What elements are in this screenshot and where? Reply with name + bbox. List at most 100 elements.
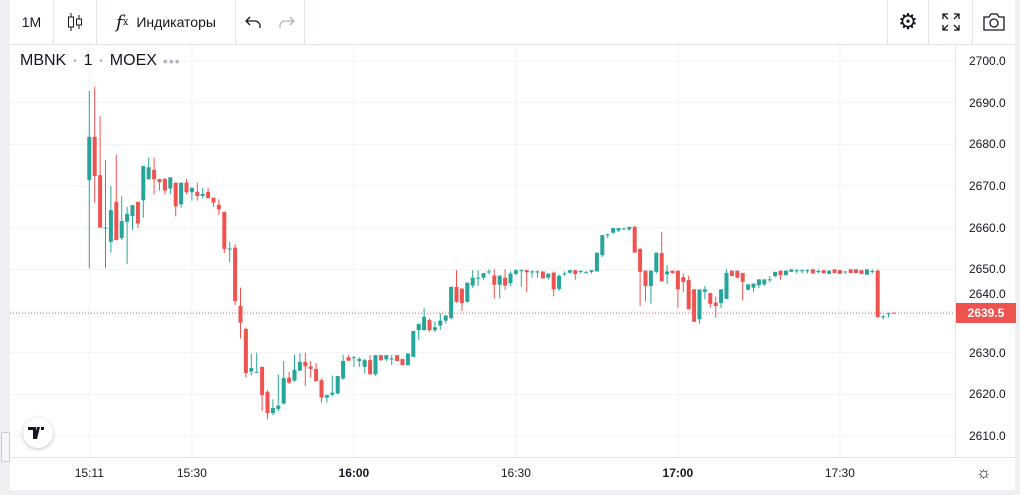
candle-down xyxy=(632,226,637,253)
candle-up xyxy=(519,270,524,272)
time-tick-label: 16:30 xyxy=(500,466,531,480)
candle-down xyxy=(854,269,859,274)
candle-up xyxy=(497,275,502,285)
candle-down xyxy=(573,270,578,274)
candle-up xyxy=(648,270,653,286)
candle-up xyxy=(103,227,108,229)
redo-button[interactable] xyxy=(270,0,304,44)
candle-down xyxy=(638,248,643,272)
candle-up xyxy=(146,167,151,180)
time-tick-label: 17:30 xyxy=(824,466,855,480)
legend-separator: · xyxy=(72,52,78,69)
candle-down xyxy=(681,277,686,282)
candle-up xyxy=(449,286,454,319)
candle-up xyxy=(578,271,583,272)
candle-up xyxy=(535,271,540,273)
candle-down xyxy=(378,355,383,361)
divider xyxy=(887,0,888,44)
candle-down xyxy=(260,366,265,396)
fullscreen-button[interactable] xyxy=(929,0,972,44)
candle-up xyxy=(746,284,751,290)
last-price-badge: 2639.5 xyxy=(956,303,1016,324)
candle-up xyxy=(276,405,281,409)
candle-down xyxy=(211,197,216,203)
candle-up xyxy=(513,270,518,274)
candle-up xyxy=(351,357,356,359)
legend-interval: 1 xyxy=(83,52,93,69)
candle-up xyxy=(621,228,626,230)
candle-down xyxy=(114,201,119,241)
candle-up xyxy=(816,271,821,272)
candle-down xyxy=(454,286,459,302)
candle-up xyxy=(189,187,194,193)
candle-up xyxy=(783,270,788,276)
price-scale[interactable]: 2700.0 2690.0 2680.0 2670.0 2660.0 2650.0 2640… xyxy=(955,45,1016,457)
candle-up xyxy=(486,271,491,273)
candle-down xyxy=(686,280,691,310)
candle-up xyxy=(125,213,130,222)
candle-up xyxy=(362,360,367,367)
price-tick-label: 2680.0 xyxy=(969,137,1006,152)
candle-up xyxy=(357,358,362,361)
candle-down xyxy=(859,270,864,274)
candle-down xyxy=(265,391,270,414)
candle-up xyxy=(141,166,146,201)
candle-up xyxy=(411,331,416,357)
candle-up xyxy=(773,271,778,276)
legend-more-button[interactable]: ••• xyxy=(162,53,181,69)
candle-down xyxy=(173,182,178,207)
left-panel-toggle[interactable] xyxy=(1,432,10,462)
candle-up xyxy=(405,353,410,366)
candle-up xyxy=(324,395,329,398)
candle-up xyxy=(476,277,481,279)
undo-button[interactable] xyxy=(236,0,270,44)
candle-down xyxy=(314,368,319,381)
scale-settings-icon[interactable]: ☼ xyxy=(976,463,992,482)
candle-down xyxy=(524,270,529,273)
divider xyxy=(235,0,236,44)
settings-button[interactable]: ⚙ xyxy=(888,0,928,44)
price-tick-label: 2630.0 xyxy=(969,345,1006,360)
candle-down xyxy=(92,136,97,176)
candle-up xyxy=(589,270,594,272)
candle-down xyxy=(540,271,545,279)
candle-down xyxy=(427,320,432,331)
candle-up xyxy=(389,358,394,360)
screenshot-button[interactable] xyxy=(973,0,1015,44)
candle-up xyxy=(886,313,891,315)
tradingview-logo[interactable] xyxy=(23,418,53,448)
time-scale[interactable]: ☼ 15:11 15:30 16:00 16:30 17:00 17:30 xyxy=(10,457,1015,491)
candle-down xyxy=(778,270,783,276)
candle-down xyxy=(184,182,189,193)
candle-up xyxy=(254,371,259,373)
divider xyxy=(972,0,973,44)
candle-down xyxy=(692,289,697,322)
candle-up xyxy=(611,228,616,233)
candle-down xyxy=(157,178,162,183)
candle-up xyxy=(432,327,437,331)
candlestick-chart[interactable] xyxy=(10,0,955,457)
divider xyxy=(304,0,305,44)
candle-down xyxy=(287,377,292,383)
price-tick-label: 2640.0 xyxy=(969,287,1006,302)
candle-down xyxy=(222,211,227,249)
candle-up xyxy=(443,315,448,321)
candle-down xyxy=(551,272,556,290)
candle-up xyxy=(179,182,184,205)
legend-separator: · xyxy=(98,52,104,69)
time-tick-label: 15:30 xyxy=(176,466,207,480)
candle-up xyxy=(800,270,805,272)
redo-icon xyxy=(278,15,296,29)
divider xyxy=(53,0,54,44)
tradingview-logo-icon xyxy=(28,427,44,439)
interval-button[interactable]: 1M xyxy=(21,14,42,30)
candle-up xyxy=(87,136,92,181)
candle-down xyxy=(216,204,221,210)
chart-type-button[interactable] xyxy=(54,0,96,44)
candle-down xyxy=(832,269,837,274)
candle-up xyxy=(297,361,302,371)
candle-down xyxy=(319,380,324,398)
